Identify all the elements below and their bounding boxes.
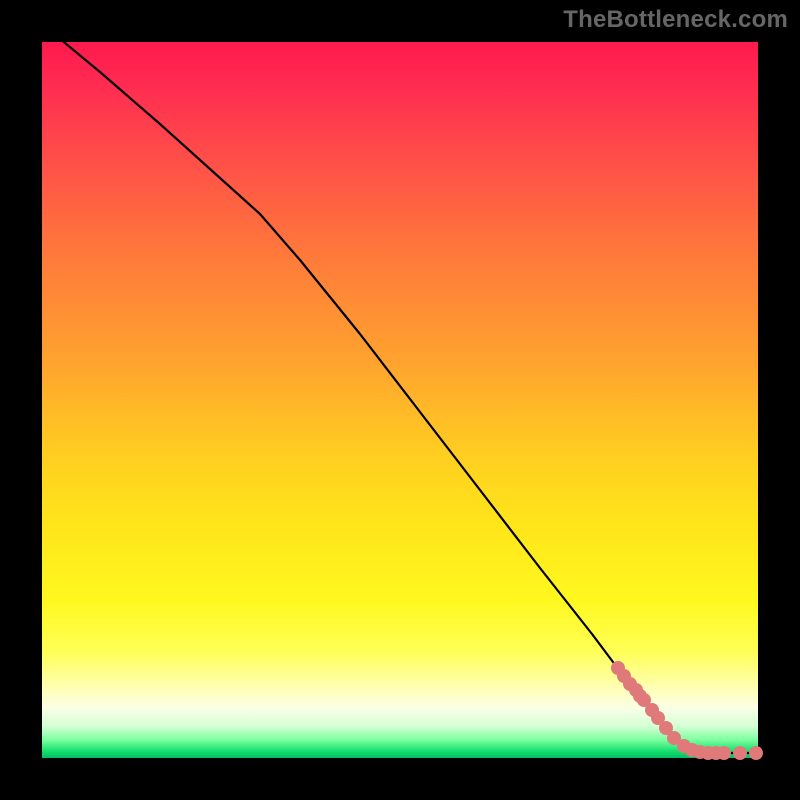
watermark-label: TheBottleneck.com (563, 6, 788, 34)
data-marker (749, 746, 763, 760)
chart-root: TheBottleneck.com (0, 0, 800, 800)
chart-svg (0, 0, 800, 800)
data-marker (733, 746, 747, 760)
plot-area (42, 42, 758, 758)
data-marker (717, 746, 731, 760)
